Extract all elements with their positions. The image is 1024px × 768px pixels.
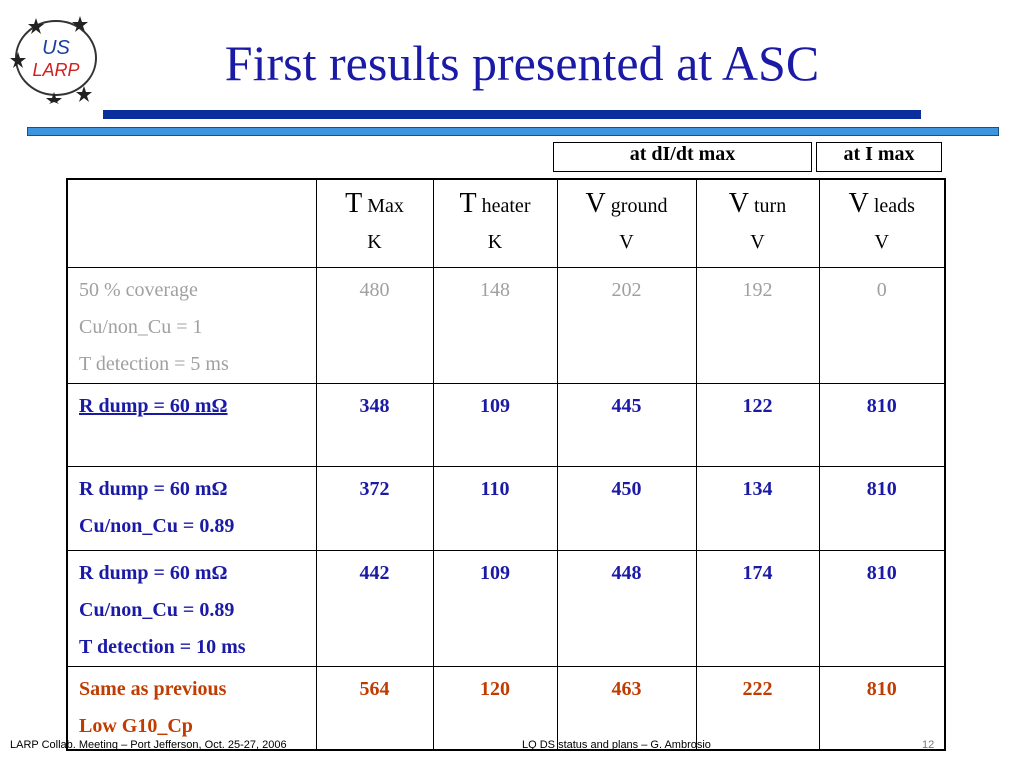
- value-cell: 810: [818, 382, 946, 467]
- row-label: R dump = 60 mΩ Cu/non_Cu = 0.89: [66, 465, 317, 551]
- header-main: V: [585, 188, 606, 219]
- header-cell: V ground V: [556, 178, 697, 268]
- row-label: R dump = 60 mΩ: [66, 382, 317, 467]
- label-line: Same as previous: [79, 671, 316, 708]
- title-rule: [103, 110, 921, 119]
- header-unit: V: [619, 231, 634, 253]
- label-text: R dump = 60 mΩ: [79, 394, 228, 417]
- label-text: T detection = 10 ms: [79, 635, 246, 658]
- label-line: T detection = 10 ms: [79, 629, 316, 666]
- value-cell: 192: [695, 266, 820, 384]
- corner-cell: [66, 178, 317, 268]
- label-text: Same as previous: [79, 677, 227, 700]
- value-cell: 448: [556, 549, 697, 667]
- value-cell: 372: [315, 465, 434, 551]
- value-cell: 810: [818, 549, 946, 667]
- value-cell: 109: [432, 549, 558, 667]
- value-cell: 348: [315, 382, 434, 467]
- value-cell: 134: [695, 465, 820, 551]
- logo-stars: [10, 16, 92, 104]
- header-cell: V leads V: [818, 178, 946, 268]
- label-line: 50 % coverage: [79, 272, 316, 309]
- value-cell: 810: [818, 665, 946, 751]
- header-line: T Max: [317, 186, 433, 224]
- header-sub: Max: [367, 195, 404, 217]
- logo-bottom: LARP: [32, 60, 79, 80]
- row-label: R dump = 60 mΩ Cu/non_Cu = 0.89 T detectio…: [66, 549, 317, 667]
- label-text: R dump = 60 mΩ: [79, 561, 228, 584]
- header-line: V leads: [820, 186, 945, 224]
- label-text: Low G10_Cp: [79, 714, 193, 737]
- value-cell: 463: [556, 665, 697, 751]
- header-line: V ground: [558, 186, 696, 224]
- value-cell: 202: [556, 266, 697, 384]
- row-label: 50 % coverage Cu/non_Cu = 1 T detection = …: [66, 266, 317, 384]
- title: First results presented at ASC: [224, 35, 820, 91]
- label-line: Cu/non_Cu = 1: [79, 309, 316, 346]
- header-main: T: [345, 188, 363, 219]
- header-sub: ground: [610, 195, 668, 217]
- header-main: T: [459, 188, 477, 219]
- value-cell: 122: [695, 382, 820, 467]
- value-cell: 222: [695, 665, 820, 751]
- header-row: T Max K T heater K V ground V V turn V V leads V: [66, 178, 946, 268]
- results-table: T Max K T heater K V ground V V turn V V leads V 5…: [66, 178, 946, 751]
- value-cell: 810: [818, 465, 946, 551]
- header-sub: heater: [481, 195, 531, 217]
- header-main: V: [728, 188, 749, 219]
- label-text: Cu/non_Cu = 0.89: [79, 598, 235, 621]
- label-line: Cu/non_Cu = 0.89: [79, 592, 316, 629]
- label-line: T detection = 5 ms: [79, 346, 316, 383]
- value-cell: 564: [315, 665, 434, 751]
- label-line: R dump = 60 mΩ: [79, 388, 316, 425]
- value-cell: 442: [315, 549, 434, 667]
- logo-top: US: [42, 37, 70, 59]
- value-cell: 450: [556, 465, 697, 551]
- table-row: R dump = 60 mΩ 348 109 445 122 810: [66, 382, 946, 467]
- label-line: Cu/non_Cu = 0.89: [79, 508, 316, 545]
- column-group: at I max: [816, 142, 942, 172]
- label-text: 50 % coverage: [79, 278, 198, 301]
- table-row: Same as previous Low G10_Cp 564 120 463 222 81…: [66, 665, 946, 751]
- value-cell: 174: [695, 549, 820, 667]
- label-text: T detection = 5 ms: [79, 352, 229, 375]
- row-label: Same as previous Low G10_Cp: [66, 665, 317, 751]
- header-cell: T heater K: [432, 178, 558, 268]
- header-line: T heater: [434, 186, 557, 224]
- table-row: 50 % coverage Cu/non_Cu = 1 T detection = …: [66, 266, 946, 384]
- header-cell: V turn V: [695, 178, 820, 268]
- header-unit: K: [367, 231, 382, 253]
- header-line: V turn: [697, 186, 819, 224]
- header-unit: V: [874, 231, 889, 253]
- value-cell: 110: [432, 465, 558, 551]
- value-cell: 120: [432, 665, 558, 751]
- footer-left: LARP Collab. Meeting – Port Jefferson, O…: [10, 739, 287, 751]
- page-number: 12: [922, 739, 935, 751]
- header-main: V: [848, 188, 869, 219]
- label-line: R dump = 60 mΩ: [79, 555, 316, 592]
- label-text: R dump = 60 mΩ: [79, 477, 228, 500]
- value-cell: 0: [818, 266, 946, 384]
- header-unit: K: [487, 231, 503, 253]
- value-cell: 445: [556, 382, 697, 467]
- value-cell: 109: [432, 382, 558, 467]
- table-row: R dump = 60 mΩ Cu/non_Cu = 0.89 372 110 450 1…: [66, 465, 946, 551]
- value-cell: 480: [315, 266, 434, 384]
- header-cell: T Max K: [315, 178, 434, 268]
- logo: US LARP: [10, 16, 97, 104]
- label-text: Cu/non_Cu = 1: [79, 315, 203, 338]
- header-sub: leads: [873, 195, 915, 217]
- table-row: R dump = 60 mΩ Cu/non_Cu = 0.89 T detectio…: [66, 549, 946, 667]
- label-line: R dump = 60 mΩ: [79, 471, 316, 508]
- column-group: at dI/dt max: [553, 142, 812, 172]
- label-text: Cu/non_Cu = 0.89: [79, 514, 235, 537]
- label-line: Low G10_Cp: [79, 708, 316, 745]
- footer-center: LQ DS status and plans – G. Ambrosio: [522, 739, 711, 751]
- value-cell: 148: [432, 266, 558, 384]
- title-rule: [27, 127, 999, 136]
- header-unit: V: [750, 231, 765, 253]
- header-sub: turn: [754, 195, 787, 217]
